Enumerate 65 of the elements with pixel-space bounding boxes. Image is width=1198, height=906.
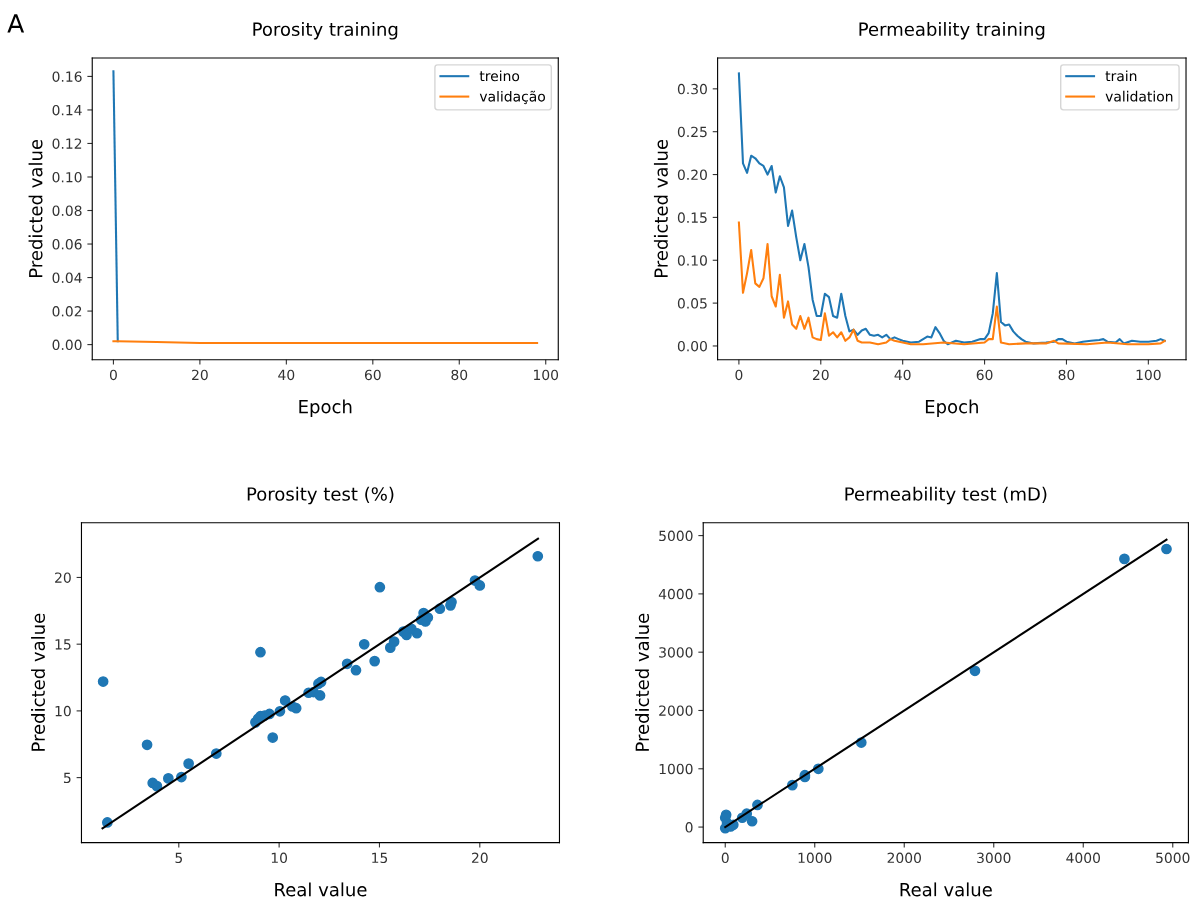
x-tick-label: 80 xyxy=(1058,369,1075,381)
y-tick-label: 0.04 xyxy=(52,272,82,284)
x-tick-label: 100 xyxy=(534,369,559,381)
x-tick-label: 15 xyxy=(372,852,388,864)
y-tick-label: 0.06 xyxy=(52,239,82,250)
x-tick-label: 4000 xyxy=(1066,852,1100,864)
y-tick-label: 0.00 xyxy=(677,340,707,352)
x-tick-label: 0 xyxy=(721,852,729,864)
x-tick-label: 2000 xyxy=(887,852,921,864)
x-tick-label: 60 xyxy=(976,369,993,381)
x-tick-label: 100 xyxy=(1136,369,1161,381)
x-tick-label: 5 xyxy=(175,852,182,864)
x-tick-label: 40 xyxy=(894,369,911,381)
y-tick-label: 0.12 xyxy=(52,138,82,149)
y-tick-label: 5000 xyxy=(659,530,693,542)
x-axis-title: Real value xyxy=(900,882,992,897)
legend-label: train xyxy=(1105,70,1137,82)
x-tick-label: 5000 xyxy=(1156,852,1190,864)
y-tick-label: 0.20 xyxy=(677,169,707,181)
x-tick-label: 0 xyxy=(735,369,743,381)
y-axis-title: Predicted value xyxy=(31,613,46,751)
x-axis-title: Real value xyxy=(275,882,367,897)
y-tick-label: 0.00 xyxy=(52,339,82,351)
y-axis-title: Predicted value xyxy=(635,613,650,751)
chart-title: Porosity training xyxy=(253,22,398,40)
y-tick-label: 3000 xyxy=(659,647,693,658)
y-tick-label: 0.25 xyxy=(677,126,707,138)
x-axis-title: Epoch xyxy=(299,399,352,417)
text: A xyxy=(7,14,25,33)
x-tick-label: 40 xyxy=(278,369,295,381)
y-tick-label: 0.30 xyxy=(677,83,707,95)
x-tick-label: 80 xyxy=(451,369,468,381)
y-tick-label: 0.02 xyxy=(52,306,82,317)
x-tick-label: 10 xyxy=(271,852,288,864)
y-tick-label: 5 xyxy=(63,772,71,784)
y-tick-label: 1000 xyxy=(659,763,693,775)
y-tick-label: 0 xyxy=(685,822,693,833)
y-tick-label: 15 xyxy=(55,639,71,650)
x-axis-title: Epoch xyxy=(925,399,978,417)
x-tick-label: 3000 xyxy=(977,852,1011,864)
x-tick-label: 20 xyxy=(192,369,208,381)
y-axis-title: Predicted value xyxy=(653,139,668,277)
legend-label: validação xyxy=(479,90,546,105)
x-tick-label: 20 xyxy=(471,852,488,864)
y-tick-label: 0.14 xyxy=(52,104,82,116)
x-tick-label: 20 xyxy=(812,369,829,381)
y-tick-label: 0.16 xyxy=(52,71,82,82)
y-tick-label: 0.10 xyxy=(52,171,82,183)
y-tick-label: 0.08 xyxy=(52,205,82,216)
chart-title: Permeability test (mD) xyxy=(845,486,1047,505)
y-axis-title: Predicted value xyxy=(28,139,43,277)
y-tick-label: 20 xyxy=(55,572,71,583)
x-tick-label: 1000 xyxy=(798,852,832,864)
y-tick-label: 2000 xyxy=(659,705,693,716)
chart-title: Porosity test (%) xyxy=(247,486,394,505)
x-tick-label: 60 xyxy=(364,369,381,381)
legend-label: validation xyxy=(1105,90,1173,102)
legend-label: treino xyxy=(479,70,520,82)
x-tick-label: 0 xyxy=(109,369,117,381)
y-tick-label: 0.15 xyxy=(677,212,707,223)
y-tick-label: 10 xyxy=(55,705,71,717)
y-tick-label: 0.10 xyxy=(677,255,707,266)
y-tick-label: 4000 xyxy=(658,588,693,600)
y-tick-label: 0.05 xyxy=(677,298,707,309)
chart-title: Permeability training xyxy=(859,22,1045,40)
